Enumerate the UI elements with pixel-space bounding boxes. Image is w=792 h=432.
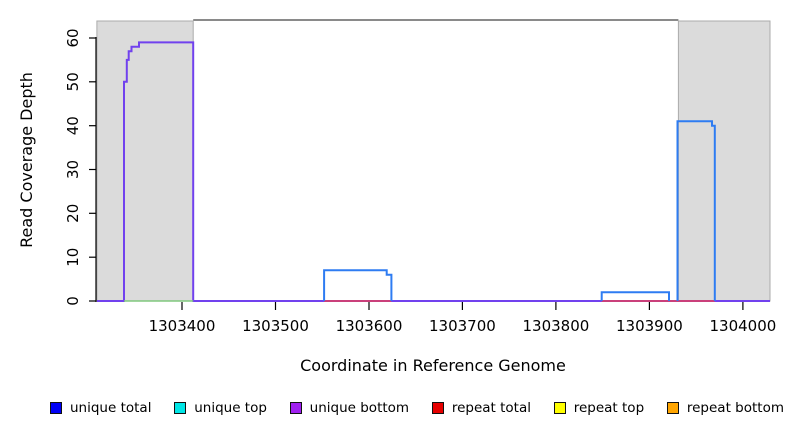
y-axis-title: Read Coverage Depth — [17, 72, 36, 248]
x-tick-label: 1303700 — [429, 317, 496, 335]
legend-swatch-icon — [431, 402, 444, 414]
y-tick-label: 60 — [64, 28, 82, 47]
series-unique-total — [323, 269, 393, 301]
legend-item-unique-top: unique top — [174, 400, 267, 416]
y-tick-label: 50 — [64, 72, 82, 91]
legend-label: repeat total — [451, 400, 531, 416]
legend-swatch-icon — [666, 402, 679, 414]
y-tick-label: 10 — [64, 248, 82, 267]
legend-swatch-icon — [174, 402, 187, 414]
legend-label: unique top — [194, 400, 267, 416]
legend-swatch-icon — [50, 402, 62, 414]
series-unique-total — [600, 291, 670, 301]
legend-label: unique bottom — [309, 400, 410, 416]
legend: unique total unique top unique bottom repea… — [50, 396, 784, 420]
y-tick-label: 40 — [64, 116, 82, 135]
repeat-region-band — [677, 20, 771, 302]
legend-item-repeat-bottom: repeat bottom — [666, 400, 784, 416]
series-unique-bottom — [96, 41, 770, 302]
legend-item-unique-total: unique total — [50, 400, 151, 416]
y-tick-label: 30 — [64, 160, 82, 179]
x-tick-label: 1303900 — [616, 317, 683, 335]
x-tick-label: 1303400 — [149, 317, 216, 335]
series-unique-total — [676, 120, 716, 301]
repeat-region-band — [96, 20, 194, 302]
y-tick-label: 0 — [64, 296, 82, 306]
legend-label: repeat top — [573, 400, 645, 416]
legend-item-repeat-top: repeat top — [553, 400, 645, 416]
x-tick-label: 1303500 — [242, 317, 309, 335]
y-tick-label: 20 — [64, 204, 82, 223]
x-tick-label: 1304000 — [709, 317, 776, 335]
legend-swatch-icon — [553, 402, 566, 414]
legend-item-unique-bottom: unique bottom — [289, 400, 410, 416]
x-tick-label: 1303600 — [336, 317, 403, 335]
x-tick-label: 1303800 — [522, 317, 589, 335]
legend-swatch-icon — [289, 402, 302, 414]
legend-label: unique total — [70, 400, 152, 416]
legend-item-repeat-total: repeat total — [431, 400, 531, 416]
x-axis-title: Coordinate in Reference Genome — [300, 356, 566, 375]
legend-label: repeat bottom — [686, 400, 784, 416]
